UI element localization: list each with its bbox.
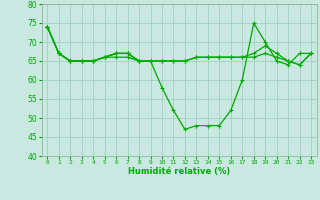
X-axis label: Humidité relative (%): Humidité relative (%) <box>128 167 230 176</box>
